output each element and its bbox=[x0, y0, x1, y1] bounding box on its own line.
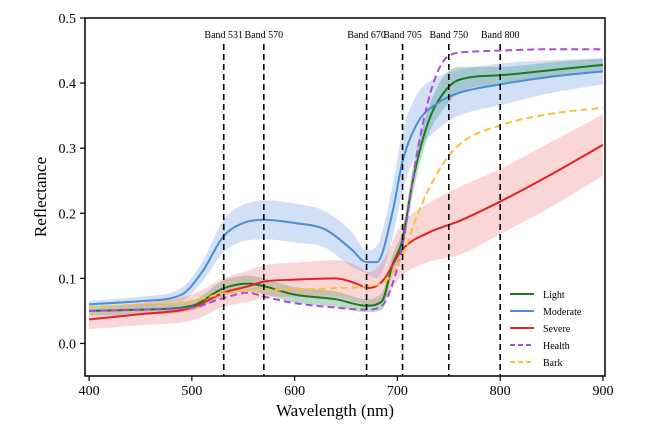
x-tick-label: 400 bbox=[79, 384, 100, 399]
band-label-670: Band 670 bbox=[347, 30, 386, 41]
plot-frame bbox=[84, 17, 606, 377]
legend-label-bark: Bark bbox=[543, 358, 562, 369]
band-label-531: Band 531 bbox=[204, 30, 243, 41]
legend: Light Moderate Severe Health Bark bbox=[510, 290, 582, 369]
y-tick-label: 0.3 bbox=[59, 142, 77, 157]
confidence-band-severe bbox=[89, 114, 603, 330]
y-tick-label: 0.1 bbox=[59, 272, 77, 287]
series-line-moderate bbox=[89, 70, 604, 306]
x-tick-label: 900 bbox=[592, 384, 613, 399]
legend-label-severe: Severe bbox=[543, 324, 571, 335]
x-axis-title: Wavelength (nm) bbox=[276, 401, 394, 420]
y-tick-label: 0.2 bbox=[59, 207, 77, 222]
band-label-750: Band 750 bbox=[429, 30, 468, 41]
x-tick-label: 800 bbox=[490, 384, 511, 399]
x-tick-label: 700 bbox=[387, 384, 408, 399]
y-axis-title: Reflectance bbox=[31, 157, 50, 237]
legend-label-moderate: Moderate bbox=[543, 307, 582, 318]
y-tick-label: 0.5 bbox=[59, 12, 77, 27]
series-line-bark bbox=[89, 106, 604, 309]
y-axis-ticks: 0.0 0.1 0.2 0.3 0.4 0.5 bbox=[59, 12, 85, 352]
legend-label-light: Light bbox=[543, 290, 565, 301]
band-label-705: Band 705 bbox=[383, 30, 422, 41]
y-tick-label: 0.0 bbox=[59, 337, 77, 352]
y-tick-label: 0.4 bbox=[59, 77, 77, 92]
legend-label-health: Health bbox=[543, 341, 570, 352]
x-axis-ticks: 400 500 600 700 800 900 bbox=[79, 376, 613, 399]
series-line-severe bbox=[89, 144, 604, 321]
x-tick-label: 500 bbox=[181, 384, 202, 399]
band-label-800: Band 800 bbox=[481, 30, 520, 41]
x-tick-label: 600 bbox=[284, 384, 305, 399]
band-label-570: Band 570 bbox=[245, 30, 284, 41]
